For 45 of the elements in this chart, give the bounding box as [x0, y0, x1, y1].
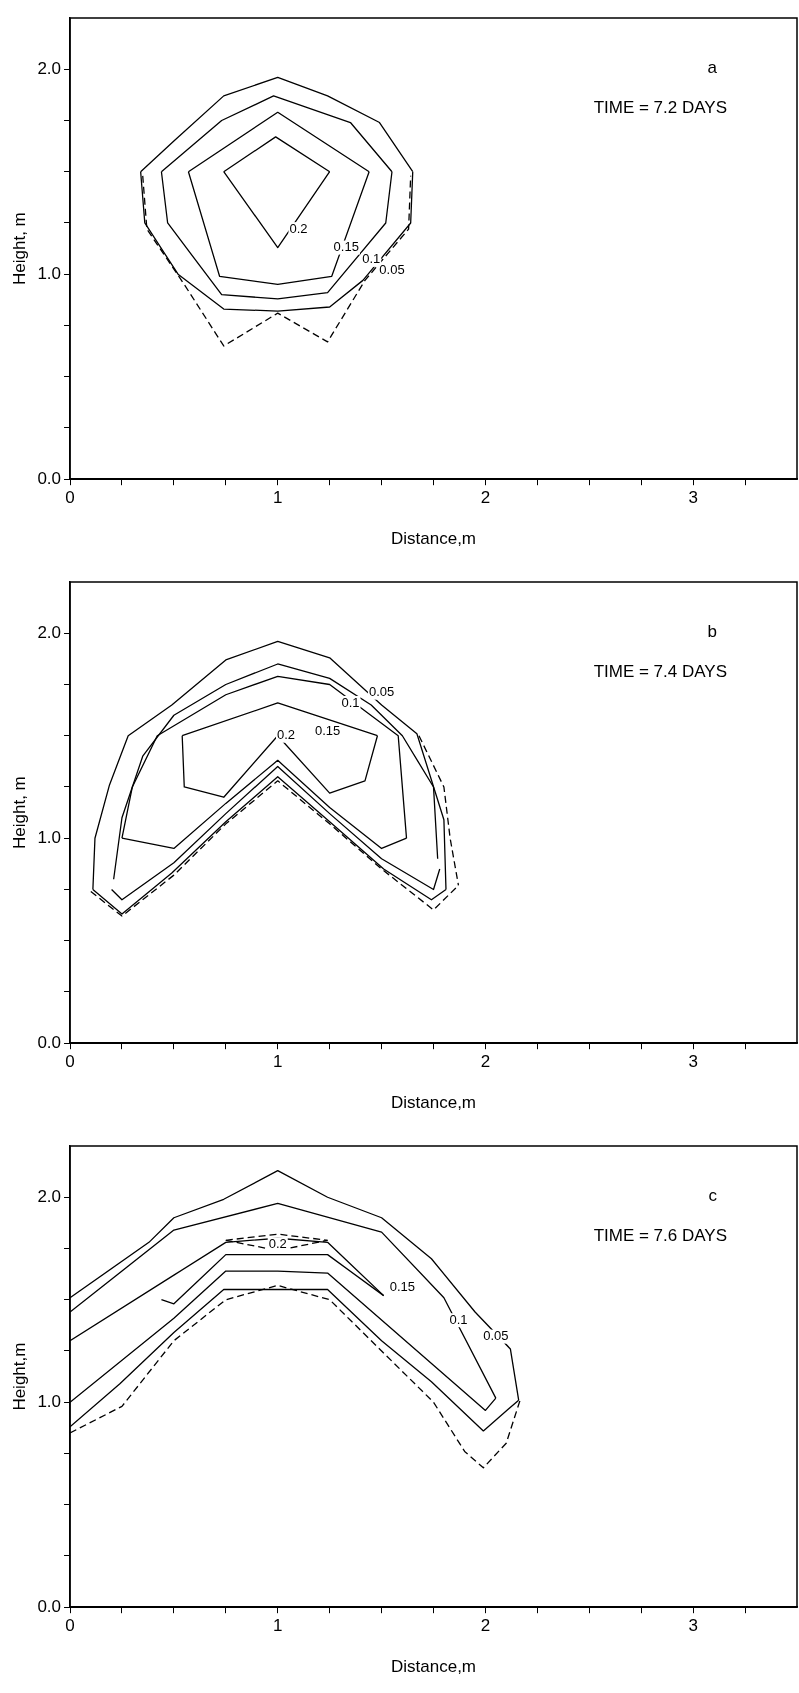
annotation: 0.2: [277, 727, 296, 743]
annotation: b: [707, 621, 717, 641]
annotation: 0.1: [341, 694, 360, 710]
x-tick-label: 2: [480, 1616, 491, 1636]
annotation: 0.1: [449, 1311, 468, 1327]
annotation: a: [707, 57, 718, 77]
annotation: 0.15: [314, 723, 341, 739]
y-tick-label: 0.0: [37, 1596, 62, 1616]
annotation: 0.05: [379, 261, 405, 277]
x-tick-label: 3: [688, 488, 698, 508]
x-tick-label: 1: [273, 1616, 283, 1636]
x-tick-label: 2: [480, 1052, 491, 1072]
y-tick-label: 2.0: [37, 58, 62, 78]
x-tick-label: 0: [65, 488, 75, 508]
x-tick-label: 3: [688, 1616, 698, 1636]
annotation: TIME = 7.6 DAYS: [593, 1225, 727, 1245]
y-tick-label: 0.0: [37, 1032, 62, 1052]
y-tick-label: 1.0: [37, 827, 62, 847]
x-tick-label: 2: [480, 488, 491, 508]
annotation: 0.15: [333, 239, 359, 255]
annotation: 0.2: [268, 1235, 287, 1251]
annotation: 0.05: [368, 684, 395, 700]
y-tick-label: 2.0: [37, 1186, 62, 1206]
x-axis-title: Distance,m: [391, 1657, 477, 1677]
y-tick-label: 2.0: [37, 622, 62, 642]
annotation: TIME = 7.2 DAYS: [593, 97, 727, 117]
x-tick-label: 1: [273, 1052, 283, 1072]
annotation: TIME = 7.4 DAYS: [593, 661, 727, 681]
annotation: c: [708, 1185, 718, 1205]
y-tick-label: 0.0: [37, 468, 62, 488]
annotation: 0.05: [483, 1328, 509, 1344]
x-tick-label: 1: [273, 488, 283, 508]
y-axis-title: Height,m: [9, 1342, 29, 1411]
annotation: 0.15: [389, 1279, 416, 1295]
y-axis-title: Height, m: [9, 212, 29, 285]
y-tick-label: 1.0: [37, 1391, 62, 1411]
x-axis-title: Distance,m: [391, 1093, 477, 1113]
x-tick-label: 0: [65, 1052, 75, 1072]
y-axis-title: Height, m: [9, 776, 29, 849]
x-axis-title: Distance,m: [391, 529, 477, 549]
x-tick-label: 0: [65, 1616, 75, 1636]
annotation: 0.2: [289, 220, 308, 236]
annotation: 0.1: [362, 251, 381, 267]
y-tick-label: 1.0: [37, 263, 62, 283]
x-tick-label: 3: [688, 1052, 698, 1072]
